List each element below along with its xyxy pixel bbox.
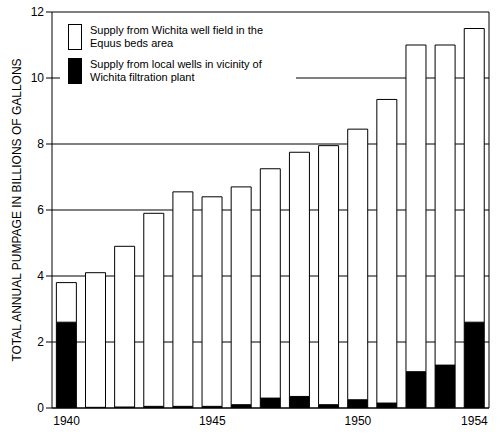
svg-text:4: 4 [37, 269, 44, 283]
svg-text:1940: 1940 [53, 414, 80, 428]
svg-text:2: 2 [37, 335, 44, 349]
svg-text:1950: 1950 [345, 414, 372, 428]
html-text:Supply from local wells in vic: Supply from local wells in vicinity of W… [90, 58, 262, 83]
svg-text:12: 12 [31, 5, 45, 19]
svg-text:10: 10 [31, 71, 45, 85]
svg-text:8: 8 [37, 137, 44, 151]
svg-text:TOTAL ANNUAL PUMPAGE IN BILLIO: TOTAL ANNUAL PUMPAGE IN BILLIONS OF GALL… [10, 58, 24, 361]
svg-text:6: 6 [37, 203, 44, 217]
svg-text:0: 0 [37, 401, 44, 415]
svg-text:1954: 1954 [461, 414, 488, 428]
html-text:Supply from Wichita well field: Supply from Wichita well field in the Eq… [90, 24, 263, 49]
svg-text:1945: 1945 [199, 414, 226, 428]
